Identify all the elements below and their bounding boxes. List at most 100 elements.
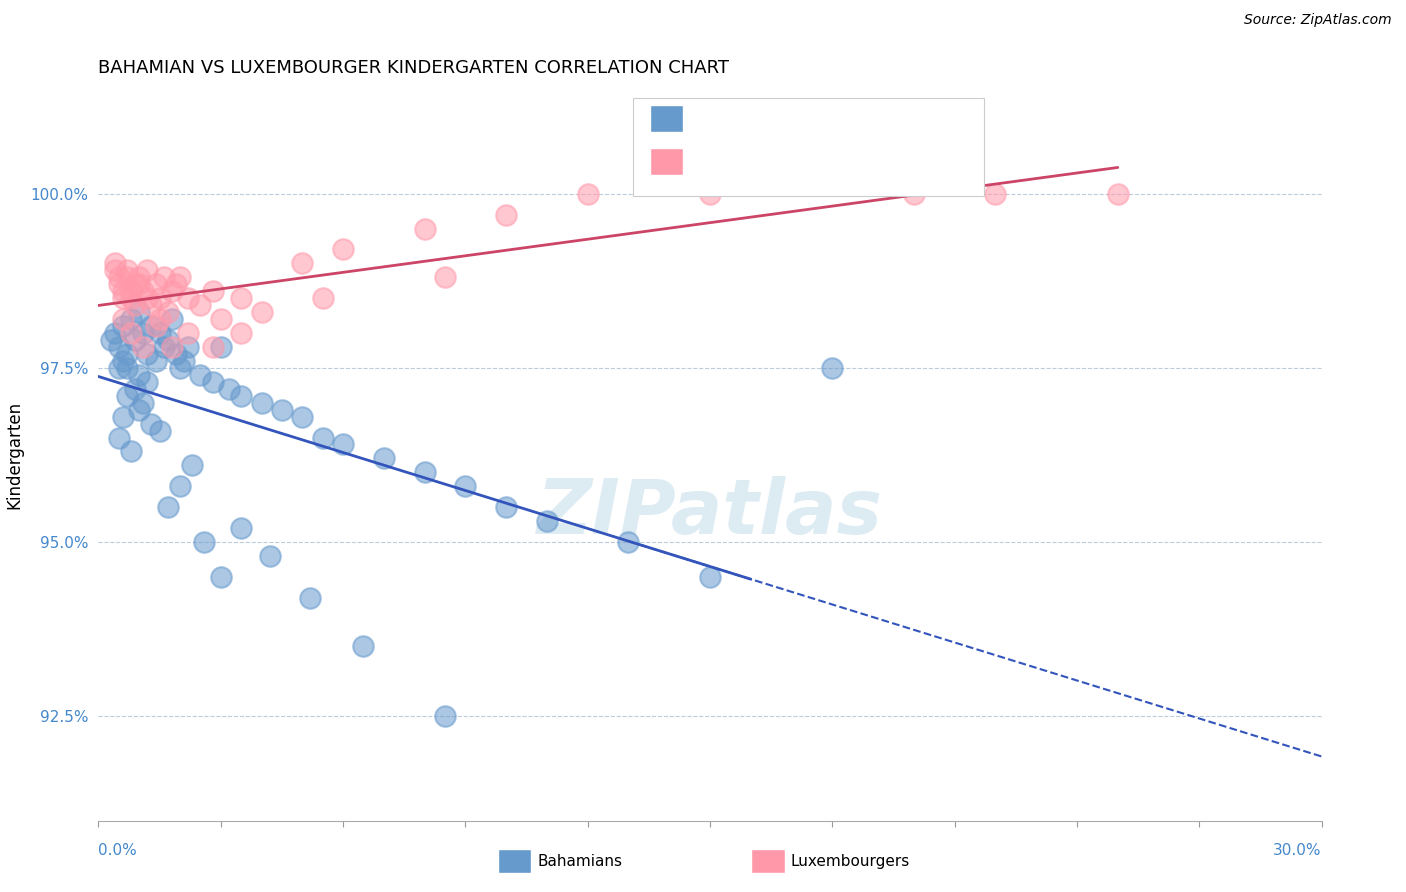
Point: [128, 305, 150, 319]
Point: [201, 284, 224, 298]
Point: [169, 270, 191, 285]
Point: [576, 186, 599, 201]
Point: [209, 570, 232, 584]
Point: [136, 347, 159, 361]
Point: [231, 389, 253, 403]
Text: 0.091: 0.091: [733, 110, 785, 128]
Point: [141, 417, 163, 431]
Point: [111, 291, 134, 305]
Point: [108, 360, 131, 375]
Point: [413, 221, 436, 235]
Point: [699, 186, 721, 201]
Text: Source: ZipAtlas.com: Source: ZipAtlas.com: [1244, 13, 1392, 28]
Point: [136, 291, 159, 305]
Point: [115, 389, 138, 403]
Point: [111, 354, 134, 368]
Text: N =: N =: [794, 110, 842, 128]
Point: [124, 333, 146, 347]
Point: [312, 291, 335, 305]
Point: [156, 500, 179, 515]
Point: [104, 263, 127, 277]
Point: [132, 284, 155, 298]
Point: [259, 549, 281, 563]
Text: 30.0%: 30.0%: [1274, 843, 1322, 858]
Point: [332, 243, 354, 257]
Point: [108, 430, 131, 444]
Point: [536, 514, 558, 528]
Point: [270, 402, 294, 417]
Point: [128, 277, 150, 292]
Text: R =: R =: [693, 153, 730, 170]
Point: [100, 333, 122, 347]
Point: [128, 270, 150, 285]
Point: [188, 368, 212, 382]
Point: [821, 360, 844, 375]
Point: [454, 479, 477, 493]
Point: [1107, 186, 1129, 201]
Point: [136, 263, 159, 277]
Text: Luxembourgers: Luxembourgers: [790, 855, 910, 869]
Point: [173, 354, 195, 368]
Point: [104, 326, 127, 340]
Point: [495, 208, 517, 222]
Point: [115, 347, 138, 361]
Point: [132, 326, 155, 340]
Point: [120, 291, 142, 305]
Point: [201, 340, 224, 354]
Point: [433, 270, 456, 285]
Point: [177, 326, 200, 340]
Point: [984, 186, 1007, 201]
Text: 62: 62: [845, 110, 868, 128]
Point: [152, 340, 174, 354]
Point: [141, 298, 163, 312]
Point: [209, 340, 232, 354]
Point: [152, 270, 174, 285]
Point: [231, 326, 253, 340]
Point: [108, 277, 131, 292]
Point: [128, 368, 150, 382]
Point: [111, 284, 134, 298]
Point: [201, 375, 224, 389]
Point: [115, 270, 138, 285]
Point: [169, 360, 191, 375]
Point: [177, 340, 200, 354]
Point: [160, 312, 183, 326]
Point: [250, 305, 273, 319]
Point: [177, 291, 200, 305]
Point: [149, 326, 172, 340]
Point: [115, 360, 138, 375]
Point: [231, 521, 253, 535]
Point: [169, 479, 191, 493]
Point: [250, 395, 273, 409]
Point: [111, 409, 134, 424]
Point: [120, 312, 142, 326]
Text: BAHAMIAN VS LUXEMBOURGER KINDERGARTEN CORRELATION CHART: BAHAMIAN VS LUXEMBOURGER KINDERGARTEN CO…: [98, 59, 730, 77]
Point: [149, 291, 172, 305]
Point: [291, 256, 314, 270]
Point: [128, 402, 150, 417]
Text: N =: N =: [794, 153, 842, 170]
Point: [209, 312, 232, 326]
Point: [231, 291, 253, 305]
Point: [111, 319, 134, 334]
Point: [108, 340, 131, 354]
Point: [145, 319, 167, 334]
Point: [160, 340, 183, 354]
Point: [156, 333, 179, 347]
Point: [104, 256, 127, 270]
Point: [115, 263, 138, 277]
Point: [120, 326, 142, 340]
Text: R =: R =: [693, 110, 730, 128]
Point: [903, 186, 925, 201]
Text: 0.409: 0.409: [733, 153, 785, 170]
Point: [120, 284, 142, 298]
Point: [373, 451, 395, 466]
Point: [312, 430, 335, 444]
Point: [699, 570, 721, 584]
Point: [136, 375, 159, 389]
Point: [165, 347, 187, 361]
Point: [181, 458, 204, 473]
Point: [299, 591, 322, 605]
Point: [218, 382, 240, 396]
Point: [160, 284, 183, 298]
